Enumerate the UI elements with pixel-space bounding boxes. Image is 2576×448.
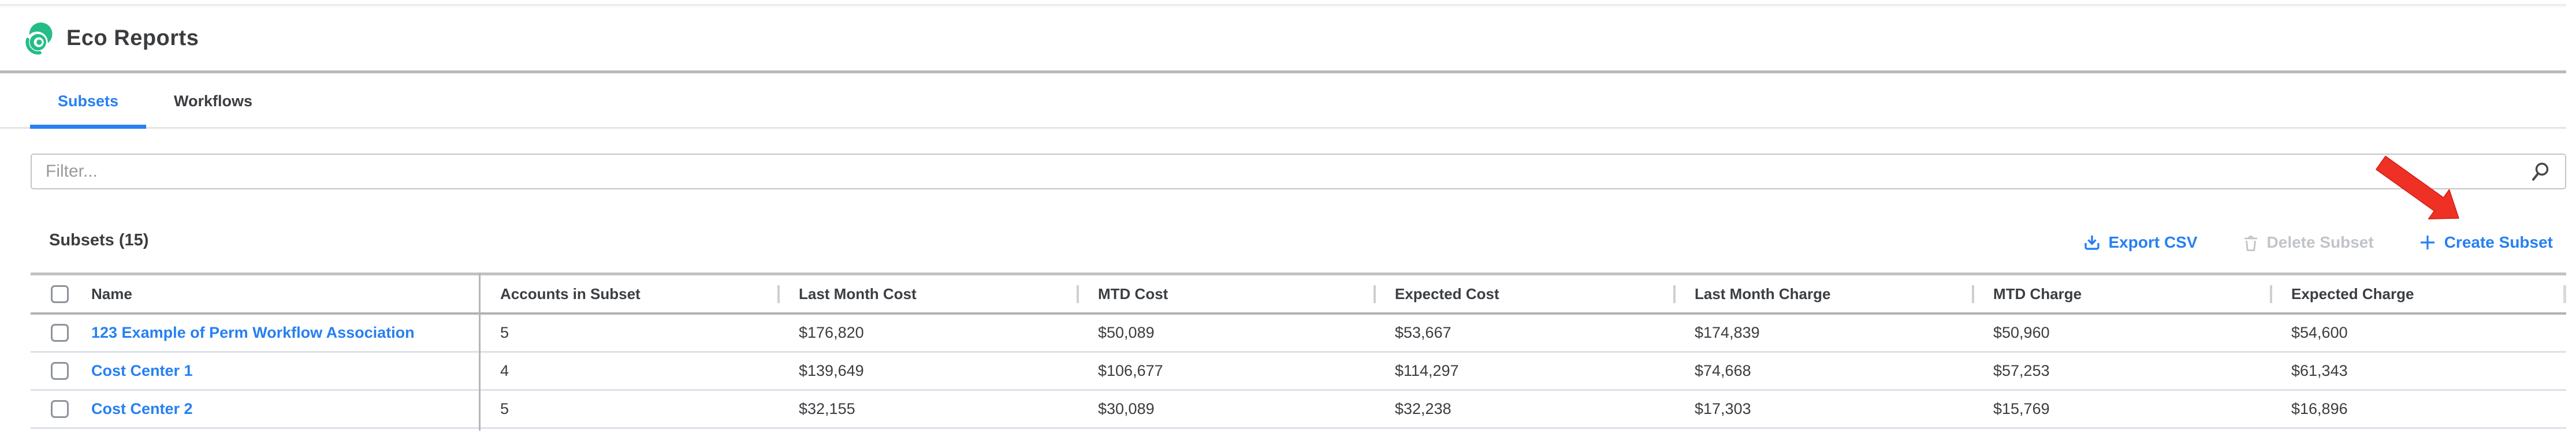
subsets-table: Name Accounts in Subset Last Month Cost … [31,272,2566,431]
create-subset-label: Create Subset [2444,233,2553,251]
top-hairline [0,4,2566,6]
page-title: Eco Reports [66,25,199,50]
table-row: 123 Example of Perm Workflow Association… [31,315,2566,353]
last-month-cost-cell: $139,649 [799,362,864,379]
accounts-cell: 5 [500,324,509,341]
subset-name-link[interactable]: Cost Center 2 [91,400,193,417]
download-icon [2084,236,2099,250]
accounts-cell: 4 [500,362,509,379]
expected-charge-cell: $54,600 [2291,324,2348,341]
delete-subset-label: Delete Subset [2266,233,2374,251]
row-checkbox[interactable] [51,324,69,342]
tab-subsets-label: Subsets [58,92,119,110]
column-header-mtd-cost[interactable]: MTD Cost [1077,285,1373,303]
tab-workflows[interactable]: Workflows [146,73,280,129]
subset-name-link[interactable]: Cost Center 1 [91,362,193,379]
column-header-expected-charge[interactable]: Expected Charge [2270,285,2566,303]
name-column-divider [479,272,481,431]
search-icon[interactable] [2530,162,2550,181]
eco-logo-icon [25,22,53,55]
tabs-underline-track [0,127,2566,129]
filter-input[interactable] [31,154,2566,189]
column-header-last-month-charge[interactable]: Last Month Charge [1673,285,1972,303]
subsets-count-heading: Subsets (15) [49,231,149,249]
trash-icon [2244,236,2257,251]
expected-cost-cell: $114,297 [1395,362,1459,379]
header-cell-select-all: Name [31,285,479,303]
header-divider [0,70,2566,73]
column-header-name[interactable]: Name [91,285,132,303]
row-name-cell: Cost Center 1 [31,362,479,380]
row-name-cell: 123 Example of Perm Workflow Association [31,324,479,342]
last-month-charge-cell: $174,839 [1695,324,1760,341]
export-csv-button[interactable]: Export CSV [2083,233,2198,252]
table-header-row: Name Accounts in Subset Last Month Cost … [31,272,2566,315]
row-checkbox[interactable] [51,362,69,380]
column-header-expected-cost[interactable]: Expected Cost [1373,285,1673,303]
filter-bar [31,154,2566,189]
expected-cost-cell: $53,667 [1395,324,1451,341]
table-row: Cost Center 2 5 $32,155 $30,089 $32,238 … [31,391,2566,429]
column-header-last-month-cost[interactable]: Last Month Cost [777,285,1077,303]
select-all-checkbox[interactable] [51,285,69,303]
expected-cost-cell: $32,238 [1395,400,1451,417]
export-csv-label: Export CSV [2108,233,2198,251]
create-subset-button[interactable]: Create Subset [2419,233,2553,252]
column-header-mtd-charge[interactable]: MTD Charge [1972,285,2270,303]
tab-subsets[interactable]: Subsets [30,73,147,129]
delete-subset-button[interactable]: Delete Subset [2243,233,2374,252]
last-month-charge-cell: $74,668 [1695,362,1751,379]
plus-icon [2420,236,2434,249]
last-month-charge-cell: $17,303 [1695,400,1751,417]
row-checkbox[interactable] [51,400,69,418]
column-header-accounts[interactable]: Accounts in Subset [500,285,641,303]
app-header: Eco Reports [19,17,199,59]
mtd-cost-cell: $30,089 [1098,400,1155,417]
table-actions: Export CSV Delete Subset Create Subset [2083,230,2553,255]
mtd-cost-cell: $50,089 [1098,324,1155,341]
table-row: Cost Center 1 4 $139,649 $106,677 $114,2… [31,353,2566,391]
subset-name-link[interactable]: 123 Example of Perm Workflow Association [91,324,415,341]
accounts-cell: 5 [500,400,509,417]
last-month-cost-cell: $176,820 [799,324,864,341]
mtd-charge-cell: $50,960 [1993,324,2050,341]
mtd-cost-cell: $106,677 [1098,362,1163,379]
mtd-charge-cell: $15,769 [1993,400,2050,417]
tab-workflows-label: Workflows [174,92,253,110]
row-name-cell: Cost Center 2 [31,400,479,418]
mtd-charge-cell: $57,253 [1993,362,2050,379]
expected-charge-cell: $16,896 [2291,400,2348,417]
tabs-bar: Subsets Workflows [30,73,280,129]
expected-charge-cell: $61,343 [2291,362,2348,379]
last-month-cost-cell: $32,155 [799,400,855,417]
